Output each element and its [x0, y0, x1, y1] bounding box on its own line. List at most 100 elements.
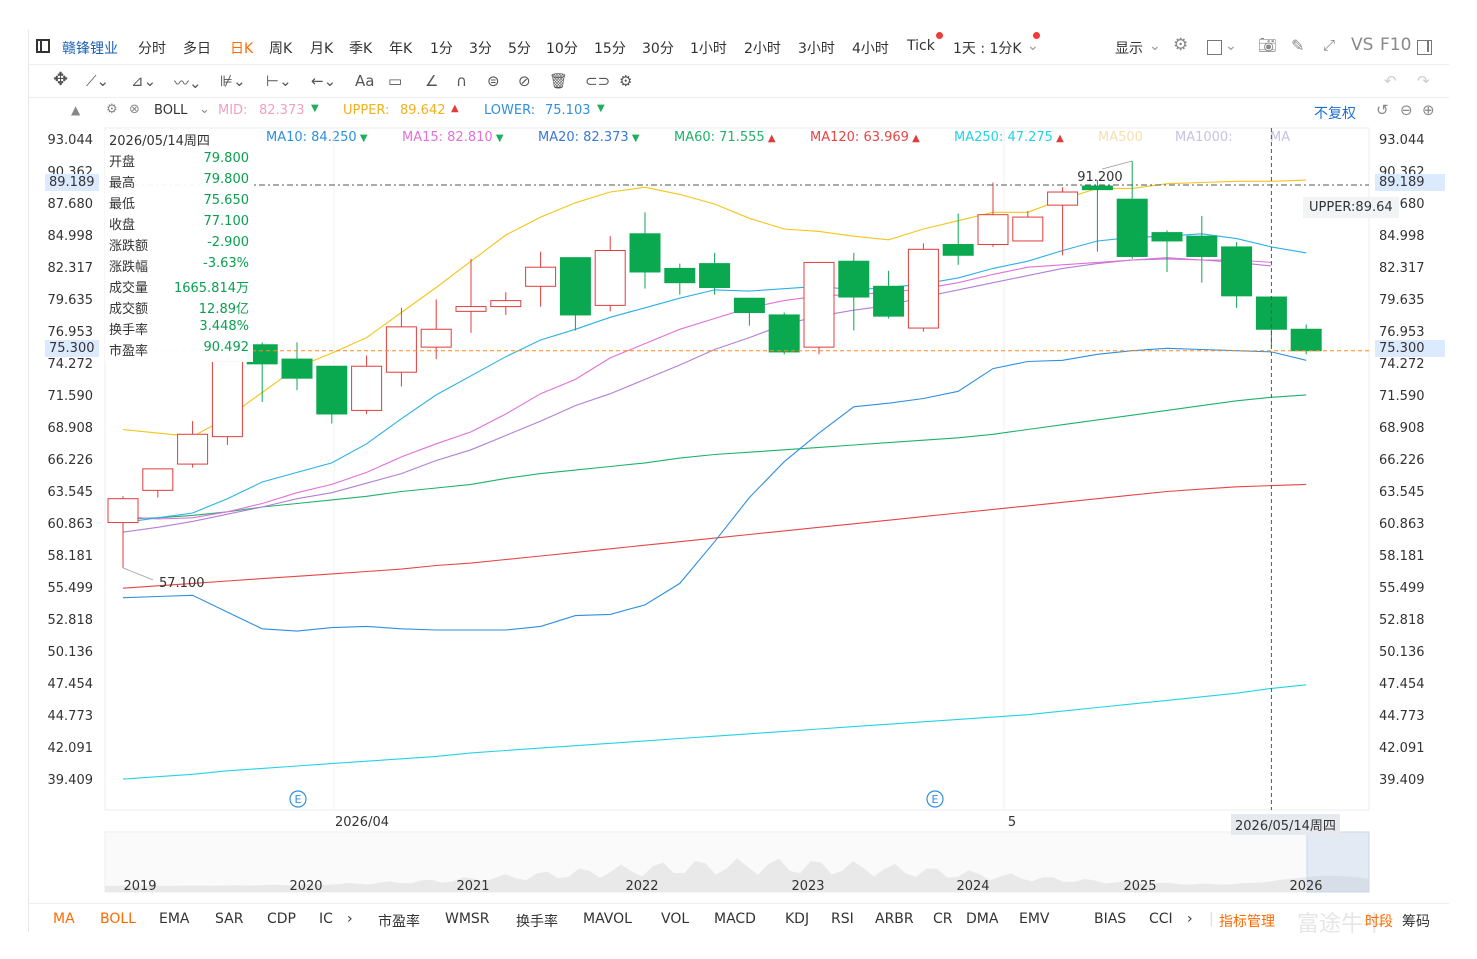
- chevron-right-icon[interactable]: ›: [347, 911, 353, 927]
- period-tab[interactable]: 1小时: [690, 41, 727, 57]
- chevron-down-icon[interactable]: ⌄: [1027, 38, 1039, 54]
- overview-year-label: 2026: [1289, 879, 1322, 894]
- chevron-down-icon[interactable]: ⌄: [1225, 38, 1237, 54]
- reset-icon[interactable]: ↺: [1376, 101, 1389, 119]
- ma-legend-item[interactable]: MA250: 47.275 ▲: [954, 130, 1064, 145]
- line-tool-icon[interactable]: ⟋⌄: [86, 72, 110, 90]
- indicator-manage-button[interactable]: 指标管理: [1219, 914, 1275, 930]
- arrow-tool-icon[interactable]: ←⌄: [311, 72, 337, 90]
- sub-indicator-tab[interactable]: WMSR: [445, 911, 490, 927]
- sub-indicator-tab[interactable]: MACD: [714, 911, 756, 927]
- f10-button[interactable]: F10: [1380, 35, 1412, 55]
- chips-tab[interactable]: 筹码: [1402, 914, 1430, 930]
- pen-icon[interactable]: ∠: [425, 72, 439, 90]
- indicator-tab[interactable]: SAR: [215, 911, 244, 927]
- period-tab[interactable]: Tick: [907, 38, 935, 54]
- chevron-down-icon[interactable]: ⌄: [1149, 38, 1161, 54]
- period-tab[interactable]: 月K: [310, 41, 334, 57]
- indicator-settings-icon[interactable]: ⚙: [106, 102, 118, 117]
- timeshare-tab[interactable]: 时段: [1365, 914, 1393, 930]
- period-tab[interactable]: 1分: [430, 41, 453, 57]
- stock-name[interactable]: 赣锋锂业: [62, 41, 118, 57]
- ray-tool-icon[interactable]: ⊿⌄: [131, 72, 157, 90]
- sub-indicator-tab[interactable]: DMA: [966, 911, 999, 927]
- indicator-tab[interactable]: CDP: [267, 911, 296, 927]
- indicator-tab[interactable]: EMA: [159, 911, 190, 927]
- fullscreen-icon[interactable]: ⤢: [1323, 36, 1336, 54]
- magnet-icon[interactable]: ∩: [456, 72, 467, 90]
- sub-indicator-tab[interactable]: 市盈率: [378, 914, 420, 930]
- period-tab[interactable]: 3小时: [798, 41, 835, 57]
- indicator-close-icon[interactable]: ⊗: [129, 102, 140, 117]
- period-tab[interactable]: 周K: [269, 41, 293, 57]
- ma-legend-item[interactable]: MA500: [1098, 130, 1143, 145]
- sub-indicator-tab[interactable]: BIAS: [1094, 911, 1127, 927]
- ma-legend-item[interactable]: MA20: 82.373 ▼: [538, 130, 640, 145]
- period-tab[interactable]: 年K: [389, 41, 413, 57]
- sub-indicator-tab[interactable]: RSI: [831, 911, 854, 927]
- interval-selector[interactable]: 1天 : 1分K: [953, 41, 1022, 57]
- trash-icon[interactable]: 🗑︎: [549, 72, 569, 90]
- info-row: 换手率 3.448%: [109, 319, 249, 339]
- sub-indicator-tab[interactable]: ARBR: [875, 911, 914, 927]
- zoom-out-icon[interactable]: ⊖: [1400, 101, 1413, 119]
- wave-tool-icon[interactable]: 〰⌄: [174, 74, 202, 92]
- candle-body: [907, 248, 939, 329]
- period-tab[interactable]: 4小时: [852, 41, 889, 57]
- layout-icon[interactable]: [1207, 40, 1222, 55]
- period-tab[interactable]: 2小时: [744, 41, 781, 57]
- hide-icon[interactable]: ⊘: [518, 72, 531, 90]
- period-tab[interactable]: 10分: [546, 41, 578, 57]
- collapse-icon[interactable]: ▲: [71, 103, 81, 117]
- info-value: 79.800: [203, 151, 250, 166]
- undo-icon[interactable]: ↶: [1384, 72, 1397, 90]
- period-tab[interactable]: 30分: [642, 41, 674, 57]
- candle-body: [1012, 216, 1044, 242]
- measure-tool-icon[interactable]: ⊢⌄: [266, 72, 292, 90]
- period-tab[interactable]: 15分: [594, 41, 626, 57]
- ma-legend-item[interactable]: MA: [1270, 130, 1290, 145]
- redo-icon[interactable]: ↷: [1417, 72, 1430, 90]
- sub-indicator-tab[interactable]: VOL: [661, 911, 690, 927]
- panel-toggle-icon[interactable]: [1417, 40, 1432, 55]
- indicator-tab[interactable]: BOLL: [100, 911, 136, 927]
- fib-tool-icon[interactable]: ⊯⌄: [220, 72, 246, 90]
- eye-icon[interactable]: ⊜: [487, 72, 500, 90]
- chevron-down-icon[interactable]: ⌄: [199, 102, 210, 117]
- info-key: 市盈率: [109, 344, 149, 359]
- period-tab[interactable]: 季K: [349, 41, 373, 57]
- sub-indicator-tab[interactable]: CCI: [1149, 911, 1173, 927]
- display-menu[interactable]: 显示: [1115, 41, 1143, 57]
- vs-compare-button[interactable]: VS: [1351, 35, 1374, 55]
- indicator-tab[interactable]: IC: [319, 911, 333, 927]
- period-tab[interactable]: 多日: [183, 41, 211, 57]
- overview-year-label: 2020: [289, 879, 322, 894]
- indicator-tab[interactable]: MA: [53, 911, 75, 927]
- adjust-mode-button[interactable]: 不复权: [1314, 106, 1356, 122]
- period-tab[interactable]: 3分: [469, 41, 492, 57]
- ma-legend-item[interactable]: MA15: 82.810 ▼: [402, 130, 504, 145]
- indicator-name[interactable]: BOLL: [154, 103, 188, 118]
- move-icon[interactable]: ✥: [53, 69, 69, 90]
- settings-gear-icon[interactable]: ⚙: [1173, 35, 1189, 55]
- sub-indicator-tab[interactable]: CR: [933, 911, 953, 927]
- text-tool-icon[interactable]: Aa: [355, 72, 375, 90]
- ma-legend-item[interactable]: MA120: 63.969 ▲: [810, 130, 920, 145]
- camera-icon[interactable]: 📷︎: [1258, 36, 1278, 54]
- pencil-icon[interactable]: ✎: [1291, 36, 1305, 55]
- sub-indicator-tab[interactable]: 换手率: [516, 914, 558, 930]
- zoom-in-icon[interactable]: ⊕: [1422, 101, 1435, 119]
- ma-legend-item[interactable]: MA1000:: [1175, 130, 1233, 145]
- sub-indicator-tab[interactable]: MAVOL: [583, 911, 632, 927]
- draw-settings-icon[interactable]: ⚙: [619, 72, 633, 90]
- link-icon[interactable]: ⊂⊃: [585, 72, 611, 90]
- chevron-right-icon[interactable]: ›: [1187, 911, 1193, 927]
- period-tab-active[interactable]: 日K: [230, 41, 254, 57]
- comment-icon[interactable]: ▭: [388, 72, 403, 90]
- ma-legend-item[interactable]: MA60: 71.555 ▲: [674, 130, 776, 145]
- period-tab[interactable]: 分时: [138, 41, 166, 57]
- sub-indicator-tab[interactable]: EMV: [1019, 911, 1050, 927]
- sub-indicator-tab[interactable]: KDJ: [785, 911, 810, 927]
- period-tab[interactable]: 5分: [508, 41, 531, 57]
- sidebar-toggle-icon[interactable]: [36, 39, 50, 53]
